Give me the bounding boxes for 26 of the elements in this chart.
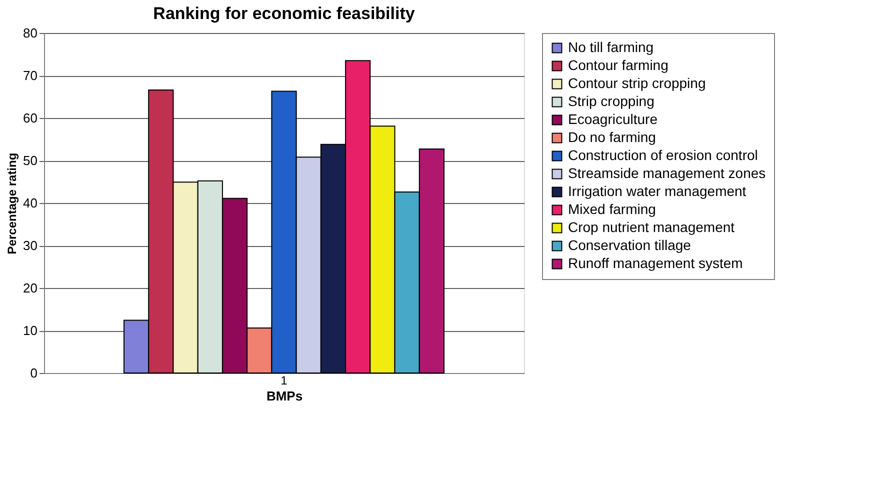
legend-label: Conservation tillage: [568, 237, 692, 253]
legend-label: Contour strip cropping: [568, 75, 706, 91]
legend-label: Do no farming: [568, 129, 656, 145]
y-tick-label: 70: [23, 68, 38, 83]
y-tick-label: 80: [23, 26, 38, 40]
y-axis-title: Percentage rating: [5, 152, 20, 254]
y-tick-label: 30: [23, 238, 38, 253]
legend-label: Construction of erosion control: [568, 147, 758, 163]
y-tick-label: 0: [30, 366, 38, 380]
legend-label: Mixed farming: [568, 201, 656, 217]
legend-label: No till farming: [568, 39, 654, 55]
x-axis-title: BMPs: [266, 388, 303, 404]
legend-label: Irrigation water management: [568, 183, 746, 199]
legend-label: Streamside management zones: [568, 165, 766, 181]
y-tick-label: 40: [23, 196, 38, 210]
legend-label: Runoff management system: [568, 255, 743, 271]
y-tick-label: 60: [23, 110, 38, 126]
legend-label: Contour farming: [568, 57, 668, 73]
legend-label: Crop nutrient management: [568, 219, 735, 235]
legend-label: Ecoagriculture: [568, 111, 658, 127]
y-tick-label: 10: [23, 323, 38, 338]
y-tick-label: 20: [23, 280, 38, 296]
chart-title: Ranking for economic feasibility: [153, 4, 416, 23]
y-tick-label: 50: [23, 153, 38, 168]
x-tick-label: 1: [280, 374, 288, 388]
legend-label: Strip cropping: [568, 93, 654, 109]
